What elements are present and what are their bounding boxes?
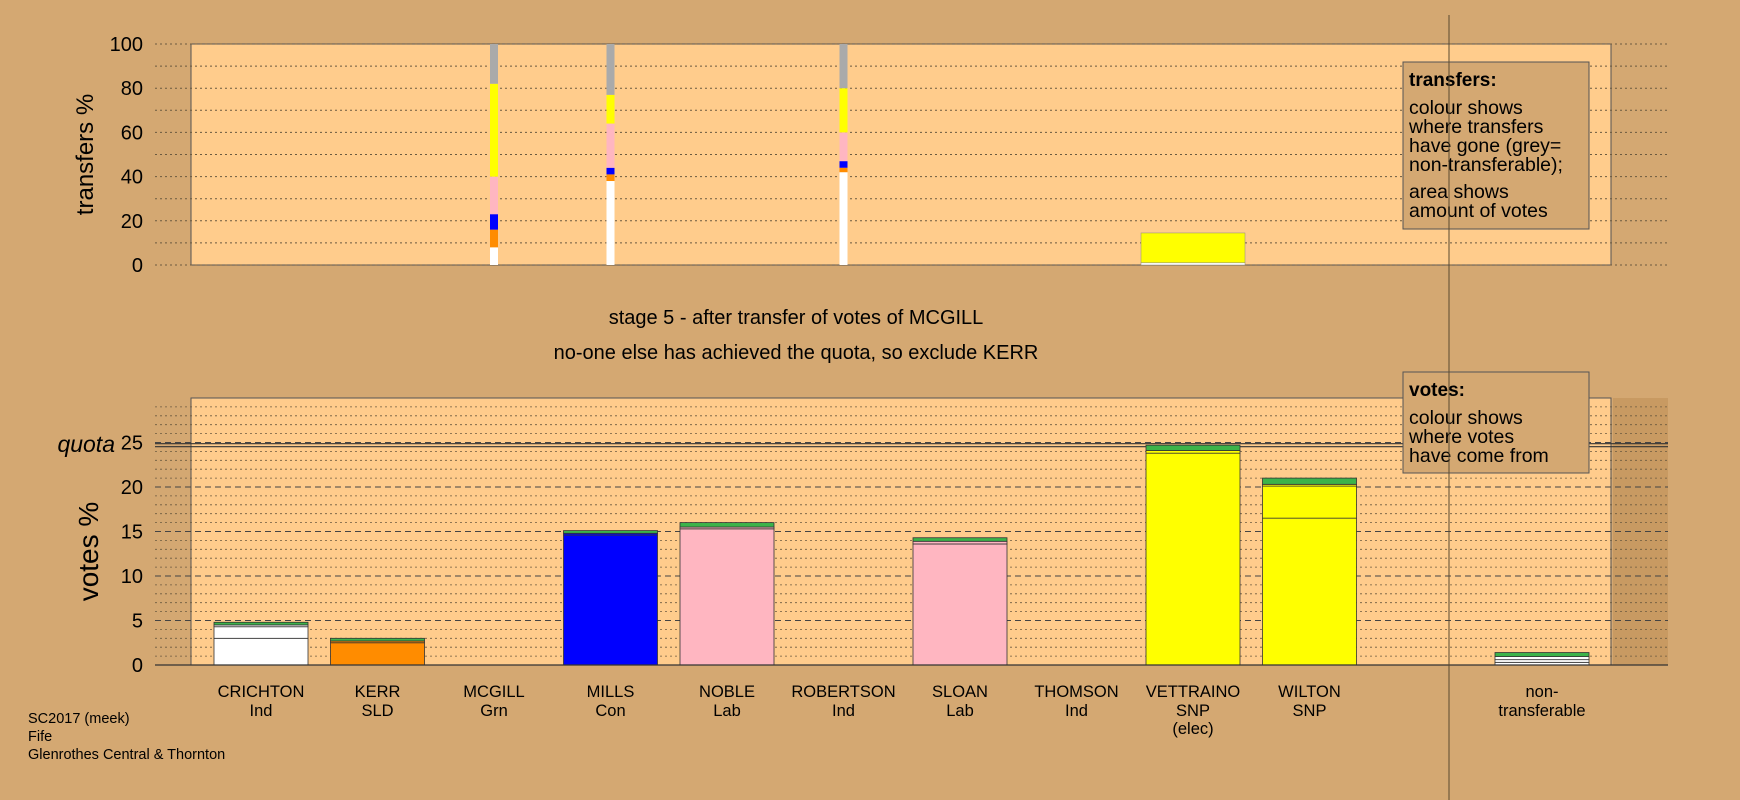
vote-bar-segment	[679, 528, 775, 666]
transfer-bar-segment	[606, 174, 615, 182]
candidate-name-label: MILLS	[587, 683, 635, 701]
transfers-legend-text: have gone (grey=	[1409, 135, 1561, 157]
candidate-party-label: Lab	[713, 702, 741, 720]
transfers-legend-text: colour shows	[1409, 97, 1523, 119]
candidate-party-label: Grn	[480, 702, 508, 720]
transfer-bar-segment	[606, 181, 615, 265]
vote-bar-segment	[1145, 452, 1241, 666]
vote-bar-segment	[213, 621, 309, 626]
votes-legend-title: votes:	[1409, 380, 1465, 401]
candidate-party-label: Ind	[250, 702, 273, 720]
candidate-party-label: Con	[595, 702, 625, 720]
candidate-party-label: SNP	[1176, 702, 1210, 720]
transfer-bar-segment	[606, 123, 615, 168]
candidate-party-label: Lab	[946, 702, 974, 720]
candidate-name-label: SLOAN	[932, 683, 988, 701]
transfers-legend-text: area shows	[1409, 181, 1509, 203]
candidate-party-label: Ind	[1065, 702, 1088, 720]
votes-y-tick-label: 25	[121, 433, 143, 455]
votes-legend-text: colour shows	[1409, 407, 1523, 429]
candidate-name-label: VETTRAINO	[1146, 683, 1241, 701]
transfer-bar-segment	[490, 176, 498, 215]
votes-legend-text: where votes	[1408, 426, 1514, 448]
candidate-party-label: SLD	[361, 702, 393, 720]
candidate-name-label: CRICHTON	[218, 683, 305, 701]
transfers-legend-box	[1402, 61, 1590, 230]
transfer-bar-segment	[490, 44, 498, 84]
vote-bar-segment	[912, 540, 1008, 545]
votes-legend-text: have come from	[1409, 445, 1549, 467]
transfer-bar-segment	[606, 167, 615, 175]
footer-election: SC2017 (meek)	[28, 711, 130, 727]
votes-y-tick-label: 15	[121, 522, 143, 544]
vote-bar-segment	[912, 543, 1008, 666]
transfers-legend-text: amount of votes	[1409, 200, 1548, 222]
transfer-bar-segment	[1140, 232, 1246, 264]
transfer-bar-segment	[1140, 262, 1246, 266]
nontransferable-bar-segment	[1494, 652, 1590, 657]
transfer-bar-segment	[490, 229, 498, 248]
vote-bar-segment	[330, 637, 425, 642]
votes-y-tick-label: 10	[121, 566, 143, 588]
vote-bar-segment	[1262, 477, 1357, 485]
vote-bar-segment	[1262, 517, 1357, 666]
vote-bar-segment	[679, 522, 775, 528]
stage-description: stage 5 - after transfer of votes of MCG…	[609, 307, 984, 329]
transfers-y-tick-label: 80	[121, 78, 143, 100]
transfer-bar-segment	[839, 88, 848, 133]
quota-label: quota	[57, 431, 115, 457]
election-footer: SC2017 (meek) Fife Glenrothes Central & …	[28, 710, 225, 764]
transfers-legend-title: transfers:	[1409, 70, 1497, 91]
vote-bar-segment	[1262, 485, 1357, 519]
vote-bar-segment	[330, 642, 425, 666]
transfers-legend-text: where transfers	[1408, 116, 1544, 138]
votes-y-tick-label: 20	[121, 477, 143, 499]
nontransferable-bar-segment	[1494, 656, 1590, 661]
candidate-status-label: (elec)	[1172, 720, 1213, 738]
candidate-name-label: ROBERTSON	[791, 683, 895, 701]
transfer-bar-segment	[839, 172, 848, 265]
transfers-y-tick-label: 20	[121, 211, 143, 233]
transfer-bar-segment	[490, 247, 498, 265]
votes-y-axis-label: votes %	[73, 502, 104, 602]
candidate-name-label: NOBLE	[699, 683, 755, 701]
transfers-y-tick-label: 40	[121, 167, 143, 189]
nontransferable-label: non-	[1525, 683, 1558, 701]
footer-council: Fife	[28, 729, 53, 745]
nontransferable-bar-segment	[1494, 659, 1590, 663]
vote-bar-segment	[213, 626, 309, 639]
transfers-y-tick-label: 0	[132, 255, 143, 277]
candidate-name-label: THOMSON	[1034, 683, 1118, 701]
transfer-bar-segment	[490, 214, 498, 230]
transfers-legend-text: non-transferable);	[1409, 154, 1563, 176]
vote-bar-segment	[912, 537, 1008, 542]
transfer-bar-segment	[606, 94, 615, 124]
vote-bar-segment	[563, 534, 658, 666]
transfers-y-tick-label: 60	[121, 122, 143, 144]
transfer-bar-segment	[606, 44, 615, 95]
transfer-bar-segment	[839, 132, 848, 162]
transfer-bar-segment	[839, 44, 848, 89]
transfer-bar-segment	[839, 167, 848, 173]
exclusion-description: no-one else has achieved the quota, so e…	[554, 342, 1039, 364]
transfers-y-tick-label: 100	[110, 34, 143, 56]
transfer-bar-segment	[839, 161, 848, 168]
candidate-party-label: Ind	[832, 702, 855, 720]
transfer-bar-segment	[490, 83, 498, 177]
nontransferable-label: transferable	[1498, 702, 1585, 720]
votes-legend-box	[1402, 371, 1590, 474]
footer-ward: Glenrothes Central & Thornton	[28, 747, 226, 763]
votes-y-tick-label: 0	[132, 655, 143, 677]
candidate-name-label: WILTON	[1278, 683, 1341, 701]
vote-bar-segment	[213, 637, 309, 666]
candidate-name-label: MCGILL	[463, 683, 524, 701]
candidate-name-label: KERR	[355, 683, 401, 701]
transfers-y-axis-label: transfers %	[72, 94, 99, 215]
candidate-party-label: SNP	[1293, 702, 1327, 720]
vote-bar-segment	[1145, 444, 1241, 451]
votes-y-tick-label: 5	[132, 611, 143, 633]
vote-bar-segment	[1145, 450, 1241, 454]
vote-bar-segment	[563, 530, 658, 534]
